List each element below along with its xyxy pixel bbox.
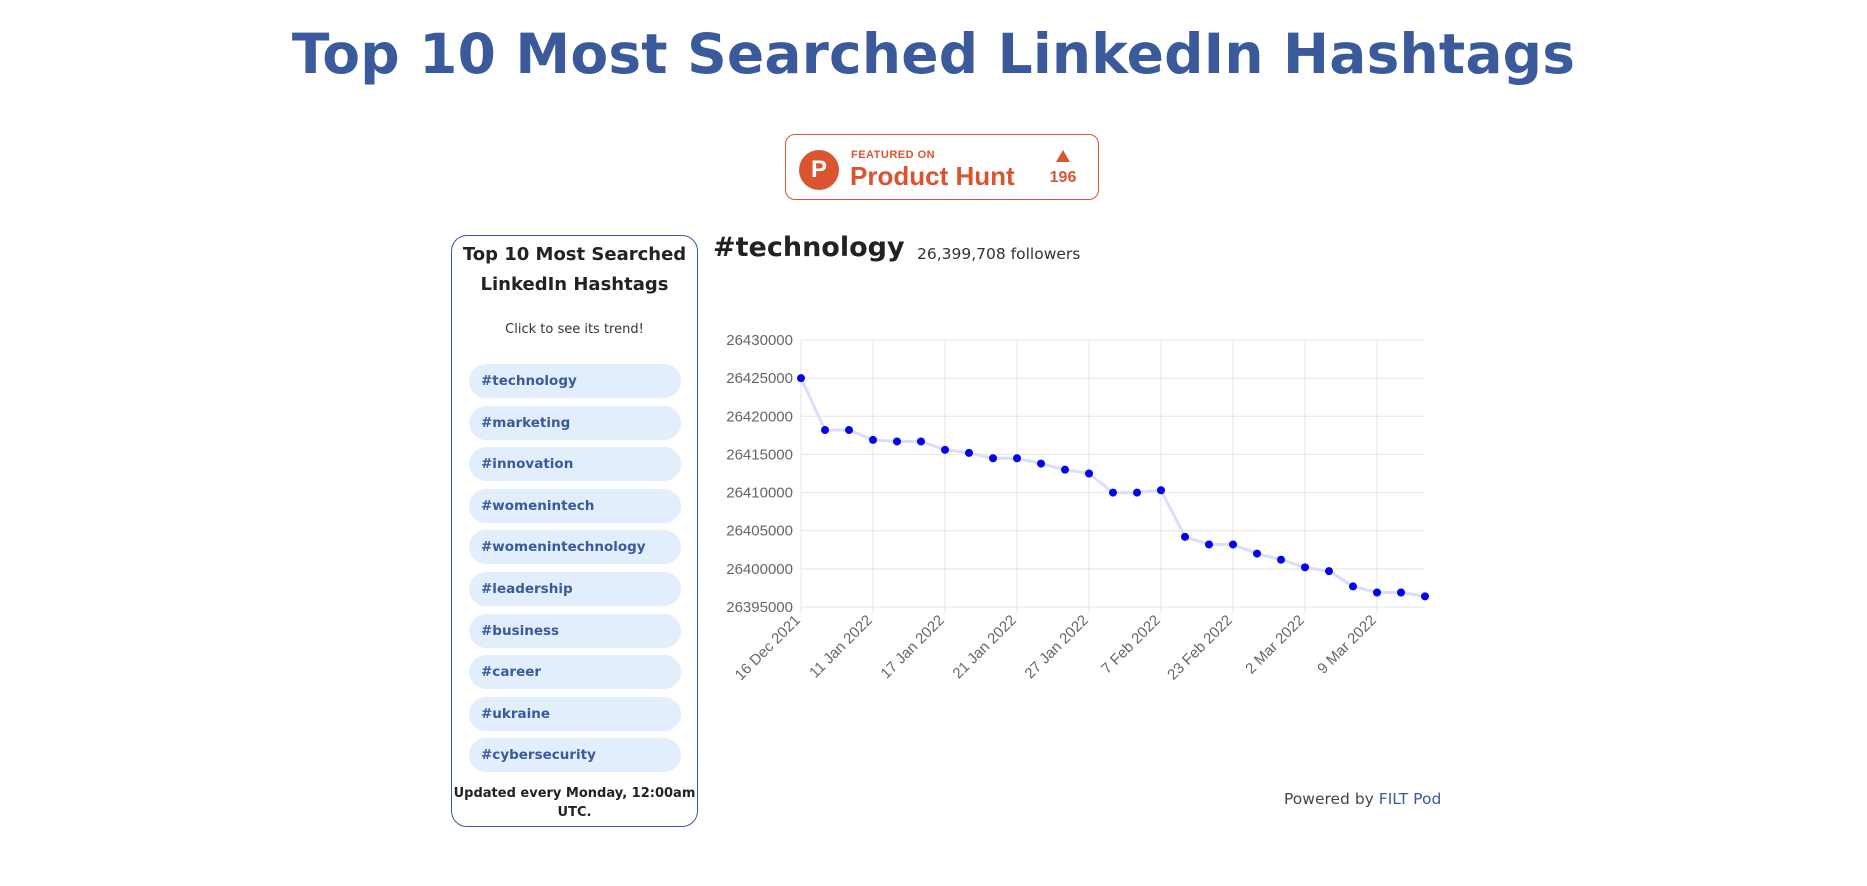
data-point — [965, 448, 973, 457]
hashtag-item-womenintech[interactable]: #womenintech — [469, 488, 681, 523]
y-tick-label: 26410000 — [726, 485, 793, 502]
upvote-count: 196 — [1049, 169, 1077, 186]
y-tick-label: 26395000 — [726, 599, 793, 616]
data-point — [1373, 588, 1381, 597]
product-hunt-badge[interactable]: P FEATURED ON Product Hunt 196 — [785, 134, 1099, 200]
data-point — [1253, 549, 1261, 558]
data-point — [989, 454, 997, 463]
x-tick-label: 9 Mar 2022 — [1314, 612, 1380, 678]
hashtag-list: #technology #marketing #innovation #wome… — [469, 364, 681, 780]
data-point — [1085, 469, 1093, 478]
follower-trend-chart: 26430000 26425000 26420000 26415000 26410000… — [726, 332, 1429, 684]
data-point — [1157, 486, 1165, 495]
x-tick-label: 11 Jan 2022 — [806, 612, 876, 682]
filt-pod-link[interactable]: FILT Pod — [1378, 790, 1442, 808]
powered-by: Powered by FILT Pod — [1284, 790, 1441, 808]
hashtag-item-business[interactable]: #business — [469, 613, 681, 648]
upvote-arrow-icon — [1056, 150, 1070, 162]
x-tick-label: 21 Jan 2022 — [949, 612, 1019, 682]
data-point — [1397, 588, 1405, 597]
hashtag-item-ukraine[interactable]: #ukraine — [469, 696, 681, 731]
selected-hashtag-title: #technology — [713, 232, 905, 263]
data-point — [1277, 555, 1285, 564]
x-tick-label: 2 Mar 2022 — [1242, 612, 1308, 678]
x-tick-label: 16 Dec 2021 — [732, 612, 804, 684]
badge-name: Product Hunt — [850, 161, 1015, 191]
hashtag-item-marketing[interactable]: #marketing — [469, 405, 681, 440]
hashtag-item-technology[interactable]: #technology — [469, 364, 681, 398]
data-point — [821, 426, 829, 435]
powered-by-label: Powered by — [1284, 790, 1374, 808]
data-point — [1109, 488, 1117, 497]
data-point — [941, 445, 949, 454]
page-title: Top 10 Most Searched LinkedIn Hashtags — [291, 22, 1576, 86]
hashtag-item-womenintechnology[interactable]: #womenintechnology — [469, 530, 681, 565]
y-tick-label: 26425000 — [726, 370, 793, 387]
update-note: Updated every Monday, 12:00am UTC. — [453, 786, 696, 820]
y-tick-label: 26420000 — [726, 408, 793, 425]
product-hunt-logo-icon: P — [799, 150, 839, 190]
data-point — [1229, 540, 1237, 549]
data-point — [917, 437, 925, 446]
x-tick-label: 7 Feb 2022 — [1098, 612, 1164, 678]
series-line — [799, 377, 1426, 598]
hashtag-item-innovation[interactable]: #innovation — [469, 447, 681, 482]
y-tick-label: 26415000 — [726, 446, 793, 463]
hashtag-sidebar: Top 10 Most Searched LinkedIn Hashtags C… — [451, 235, 698, 827]
y-tick-label: 26405000 — [726, 523, 793, 540]
x-tick-label: 27 Jan 2022 — [1021, 612, 1091, 682]
data-point — [1301, 563, 1309, 572]
hashtag-item-career[interactable]: #career — [469, 655, 681, 690]
data-point — [1181, 532, 1189, 541]
hashtag-item-leadership[interactable]: #leadership — [469, 571, 681, 606]
data-point — [1421, 592, 1429, 601]
x-tick-label: 23 Feb 2022 — [1164, 612, 1236, 684]
data-point — [1013, 454, 1021, 463]
x-tick-label: 17 Jan 2022 — [877, 612, 947, 682]
sidebar-title: Top 10 Most Searched LinkedIn Hashtags — [462, 244, 687, 295]
data-point — [1205, 540, 1213, 549]
data-point — [1061, 465, 1069, 474]
follower-count: 26,399,708 followers — [917, 245, 1081, 263]
hashtag-item-cybersecurity[interactable]: #cybersecurity — [469, 738, 681, 773]
sidebar-subtitle: Click to see its trend! — [505, 322, 644, 337]
data-point — [893, 437, 901, 446]
y-tick-label: 26430000 — [726, 332, 793, 349]
data-point — [1349, 582, 1357, 591]
data-point — [1325, 567, 1333, 576]
data-point — [1037, 459, 1045, 468]
data-point — [797, 374, 805, 383]
data-point — [845, 426, 853, 435]
badge-featured-label: FEATURED ON — [851, 149, 936, 161]
data-point — [869, 435, 877, 444]
data-point — [1133, 488, 1141, 497]
y-tick-label: 26400000 — [726, 561, 793, 578]
